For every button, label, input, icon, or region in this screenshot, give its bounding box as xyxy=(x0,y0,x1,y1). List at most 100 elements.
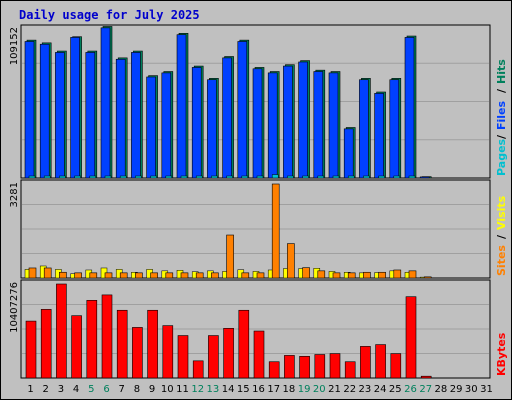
x-tick-label: 20 xyxy=(313,384,326,395)
bar-sites xyxy=(302,267,310,279)
bar-pages xyxy=(378,175,385,179)
bar-files xyxy=(252,68,263,179)
bar-sites xyxy=(43,267,52,279)
legend-kbytes: KBytes xyxy=(495,332,508,376)
bar-kbytes xyxy=(40,309,52,379)
bar-sites xyxy=(256,272,265,279)
bar-files xyxy=(328,72,339,179)
x-tick-label: 7 xyxy=(119,384,125,395)
x-tick-label: 24 xyxy=(374,384,387,395)
bar-files xyxy=(343,128,354,179)
bar-kbytes xyxy=(56,283,67,379)
bar-sites xyxy=(89,272,98,279)
bar-sites xyxy=(211,272,219,279)
bar-kbytes xyxy=(132,327,143,379)
bar-kbytes xyxy=(268,361,280,379)
bar-sites xyxy=(165,272,174,279)
x-tick-label: 19 xyxy=(298,384,311,395)
bar-kbytes xyxy=(375,344,386,379)
bar-sites xyxy=(150,272,158,279)
legend-pages: Pages xyxy=(495,138,508,176)
bar-kbytes xyxy=(284,355,295,379)
x-tick-label: 10 xyxy=(161,384,174,395)
bar-kbytes xyxy=(329,353,341,379)
bar-pages xyxy=(195,175,203,179)
x-tick-label: 25 xyxy=(389,384,402,395)
bar-files xyxy=(191,67,202,179)
bar-kbytes xyxy=(86,300,98,379)
bar-kbytes xyxy=(314,354,326,379)
bar-sites xyxy=(59,271,67,279)
legend-files: Files xyxy=(495,100,508,130)
x-tick-label: 1 xyxy=(27,384,33,395)
x-tick-label: 3 xyxy=(58,384,64,395)
bar-pages xyxy=(180,175,188,179)
legend-separator: / xyxy=(495,234,508,239)
bar-sites xyxy=(241,272,250,279)
x-tick-label: 11 xyxy=(176,384,189,395)
bar-sites xyxy=(271,183,280,279)
bar-kbytes xyxy=(147,309,158,379)
bar-pages xyxy=(256,175,264,179)
bar-pages xyxy=(74,175,81,179)
bar-sites xyxy=(135,272,143,279)
bar-sites xyxy=(408,270,417,279)
bar-pages xyxy=(363,175,370,179)
bar-files xyxy=(374,93,384,179)
x-tick-label: 14 xyxy=(222,384,235,395)
bar-sites xyxy=(287,243,295,279)
bar-pages xyxy=(271,174,279,179)
x-tick-label: 29 xyxy=(450,384,463,395)
x-tick-label: 28 xyxy=(435,384,448,395)
bar-files xyxy=(85,52,96,179)
bar-files xyxy=(404,37,415,179)
bar-kbytes xyxy=(71,315,82,379)
bar-files xyxy=(207,79,217,179)
bar-pages xyxy=(135,175,142,179)
bar-sites xyxy=(180,272,189,279)
bar-files xyxy=(283,65,293,179)
bar-pages xyxy=(332,175,340,179)
bar-sites xyxy=(332,272,341,279)
bar-pages xyxy=(104,175,112,179)
y-axis-max-label: 109152 xyxy=(9,27,20,65)
bar-kbytes xyxy=(192,360,204,379)
bar-files xyxy=(146,76,156,179)
bar-files xyxy=(298,61,308,179)
bar-files xyxy=(389,79,400,179)
x-tick-label: 17 xyxy=(267,384,280,395)
bar-pages xyxy=(241,175,249,179)
legend-sites: Sites xyxy=(495,245,508,276)
x-tick-label: 27 xyxy=(419,384,432,395)
bar-kbytes xyxy=(360,346,371,379)
x-tick-label: 15 xyxy=(237,384,250,395)
bar-pages xyxy=(347,175,355,179)
bar-kbytes xyxy=(238,309,250,379)
y-axis-max-label: 3281 xyxy=(9,182,20,207)
bar-kbytes xyxy=(116,309,128,379)
bar-kbytes xyxy=(344,361,356,379)
bar-pages xyxy=(59,175,66,179)
bar-files xyxy=(24,41,35,179)
bar-files xyxy=(100,27,111,179)
bar-pages xyxy=(150,175,157,179)
bar-files xyxy=(237,41,248,179)
bar-sites xyxy=(423,276,432,279)
x-tick-label: 26 xyxy=(404,384,417,395)
bar-files xyxy=(39,43,50,179)
bar-kbytes xyxy=(223,328,234,379)
legend-visits: Visits xyxy=(495,195,508,230)
bar-pages xyxy=(226,175,233,179)
bar-kbytes xyxy=(390,353,402,379)
bar-kbytes xyxy=(25,320,37,379)
bar-files xyxy=(176,34,187,179)
bar-kbytes xyxy=(405,296,417,379)
x-tick-label: 2 xyxy=(43,384,49,395)
bar-pages xyxy=(119,175,127,179)
bar-pages xyxy=(28,175,36,179)
bar-pages xyxy=(211,175,218,179)
bar-pages xyxy=(43,175,51,179)
bar-kbytes xyxy=(177,335,189,379)
